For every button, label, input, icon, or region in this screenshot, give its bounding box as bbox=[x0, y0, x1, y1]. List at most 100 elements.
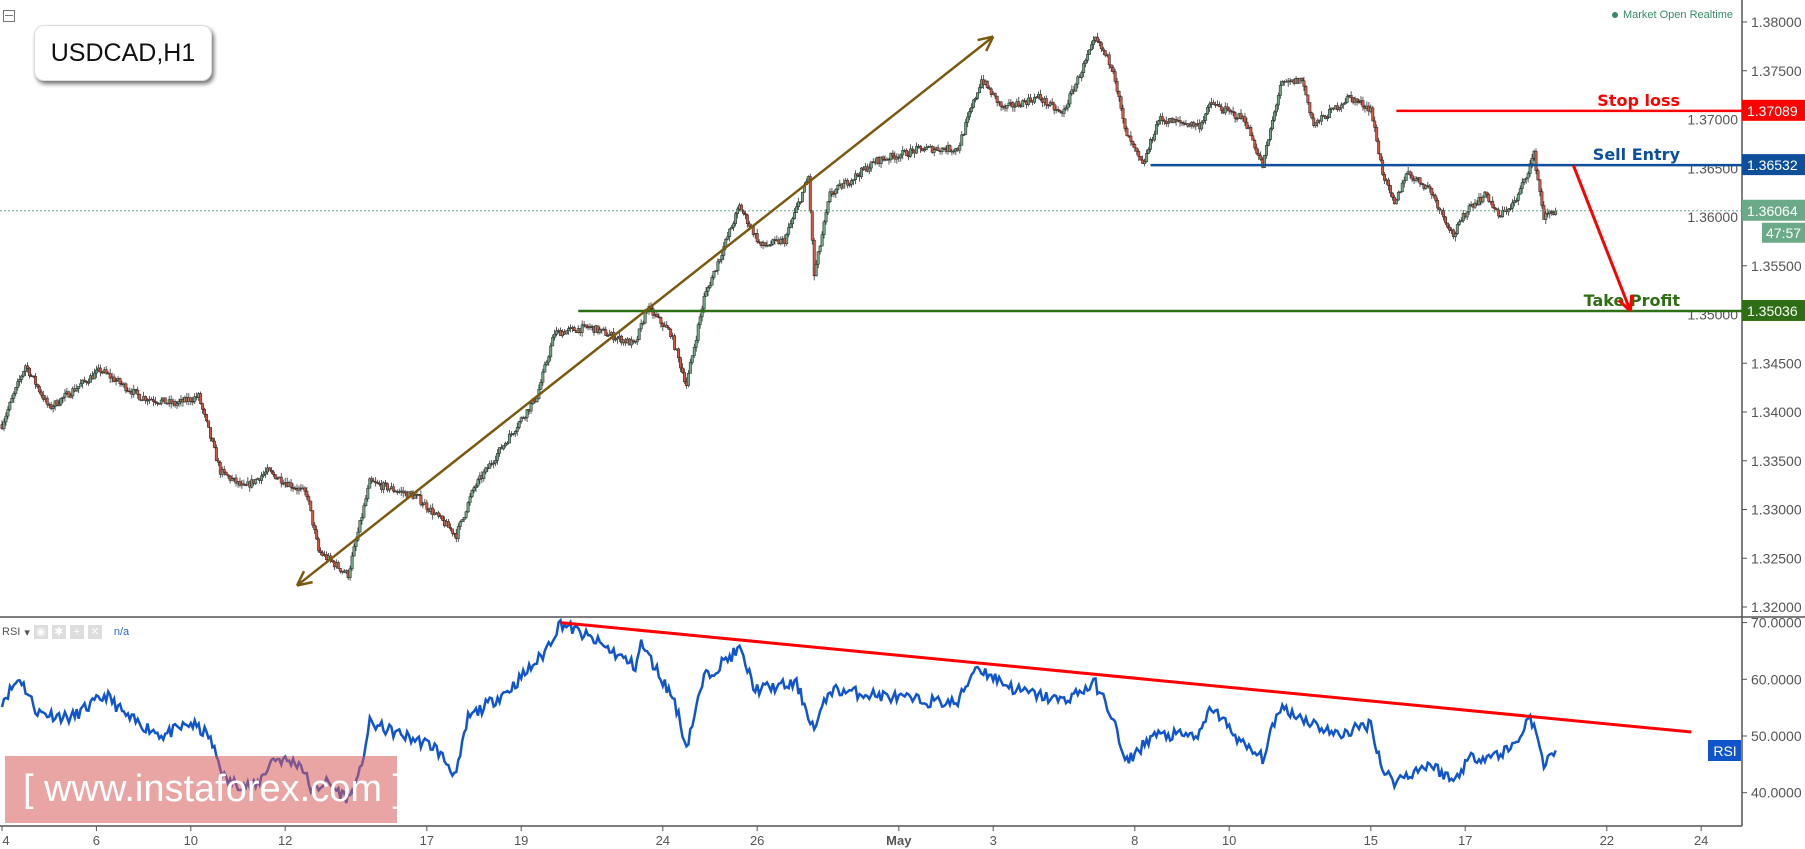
candle-body bbox=[502, 445, 505, 450]
price-tag-label: 1.35036 bbox=[1747, 303, 1798, 319]
candle-body bbox=[596, 325, 600, 333]
candle bbox=[1038, 89, 1042, 102]
candle bbox=[1178, 116, 1182, 127]
candle-body bbox=[942, 147, 946, 150]
candle bbox=[1436, 197, 1440, 212]
candle bbox=[682, 368, 686, 384]
candle bbox=[1514, 197, 1518, 203]
candle bbox=[104, 366, 108, 375]
candle-body bbox=[14, 387, 18, 394]
candle-body bbox=[682, 372, 686, 383]
price-tag bbox=[1742, 299, 1805, 321]
candle-body bbox=[1265, 145, 1269, 156]
candle-body bbox=[1084, 59, 1088, 64]
candle-body bbox=[358, 520, 362, 533]
candle bbox=[629, 336, 633, 349]
candle bbox=[800, 191, 804, 203]
candle bbox=[224, 471, 228, 476]
candle-body bbox=[519, 417, 523, 422]
candle-body bbox=[1005, 105, 1009, 109]
candle-body bbox=[368, 478, 372, 489]
price-tick-label: 1.35500 bbox=[1751, 258, 1802, 274]
candle bbox=[694, 335, 698, 352]
candle bbox=[1349, 91, 1353, 103]
collapse-pane-icon[interactable] bbox=[3, 10, 15, 22]
candle bbox=[1200, 120, 1204, 132]
rsi-legend: RSI ▾ ◉ ✱ + ✕ n/a bbox=[2, 625, 129, 639]
candle-body bbox=[1512, 200, 1516, 204]
candle-body bbox=[494, 460, 498, 464]
candle bbox=[810, 209, 814, 245]
candle bbox=[879, 156, 883, 169]
candle bbox=[596, 325, 600, 335]
candle bbox=[124, 382, 128, 394]
candle-body bbox=[993, 92, 997, 97]
candle bbox=[378, 480, 382, 487]
visibility-icon[interactable]: ◉ bbox=[33, 625, 48, 639]
candle bbox=[1274, 103, 1278, 117]
candle-body bbox=[1550, 210, 1554, 213]
close-icon[interactable]: ✕ bbox=[87, 625, 102, 639]
candle-body bbox=[364, 498, 368, 506]
candle-body bbox=[1082, 63, 1086, 73]
candle-body bbox=[635, 339, 639, 343]
candle bbox=[230, 474, 234, 482]
candle-body bbox=[382, 482, 385, 490]
candle bbox=[303, 486, 307, 496]
candle-body bbox=[924, 146, 928, 150]
add-icon[interactable]: + bbox=[69, 625, 84, 639]
candle bbox=[1524, 177, 1528, 184]
candle-body bbox=[134, 388, 138, 391]
candle-body bbox=[1011, 102, 1015, 108]
candle-body bbox=[177, 401, 181, 404]
candle-body bbox=[474, 485, 478, 488]
settings-gear-icon[interactable]: ✱ bbox=[51, 625, 66, 639]
candle bbox=[1149, 137, 1152, 152]
dropdown-icon[interactable]: ▾ bbox=[24, 626, 30, 639]
candle-body bbox=[1278, 85, 1282, 96]
level-label: Stop loss bbox=[1597, 91, 1680, 110]
candle-body bbox=[545, 361, 549, 366]
candle bbox=[45, 395, 49, 408]
candle-body bbox=[1217, 104, 1221, 108]
candle-body bbox=[1518, 188, 1522, 195]
candle bbox=[976, 92, 979, 100]
candle bbox=[620, 334, 623, 346]
candle-body bbox=[1322, 115, 1326, 117]
candle bbox=[69, 392, 73, 399]
candle-body bbox=[352, 546, 356, 557]
candle-body bbox=[138, 394, 142, 401]
candle bbox=[1145, 149, 1149, 163]
candle bbox=[968, 108, 972, 121]
rsi-legend-label[interactable]: RSI bbox=[2, 626, 21, 638]
candle bbox=[952, 149, 956, 155]
candle bbox=[1011, 101, 1015, 112]
candle-body bbox=[1147, 149, 1151, 154]
candle bbox=[1107, 51, 1111, 70]
candle bbox=[151, 395, 155, 407]
candle bbox=[1536, 168, 1540, 181]
candle bbox=[710, 275, 714, 286]
candle-body bbox=[1522, 178, 1526, 183]
candle-body bbox=[553, 333, 557, 338]
candle-body bbox=[1125, 128, 1129, 137]
candle-body bbox=[1119, 96, 1123, 109]
candle bbox=[842, 178, 846, 189]
candle-body bbox=[740, 204, 743, 212]
candle-body bbox=[869, 161, 873, 169]
candle-body bbox=[1530, 158, 1534, 165]
candle bbox=[1070, 85, 1074, 96]
target-arrow-head bbox=[1628, 294, 1634, 312]
time-tick-label: 10 bbox=[184, 833, 198, 848]
candle-body bbox=[413, 494, 417, 499]
candle-body bbox=[307, 496, 311, 502]
candle bbox=[1092, 36, 1095, 49]
candle bbox=[1021, 99, 1025, 108]
candle bbox=[734, 211, 738, 227]
candle-body bbox=[679, 357, 682, 369]
candle-body bbox=[1243, 116, 1247, 123]
candle-body bbox=[555, 330, 559, 335]
candle-body bbox=[1249, 127, 1253, 136]
candles bbox=[0, 32, 1558, 581]
